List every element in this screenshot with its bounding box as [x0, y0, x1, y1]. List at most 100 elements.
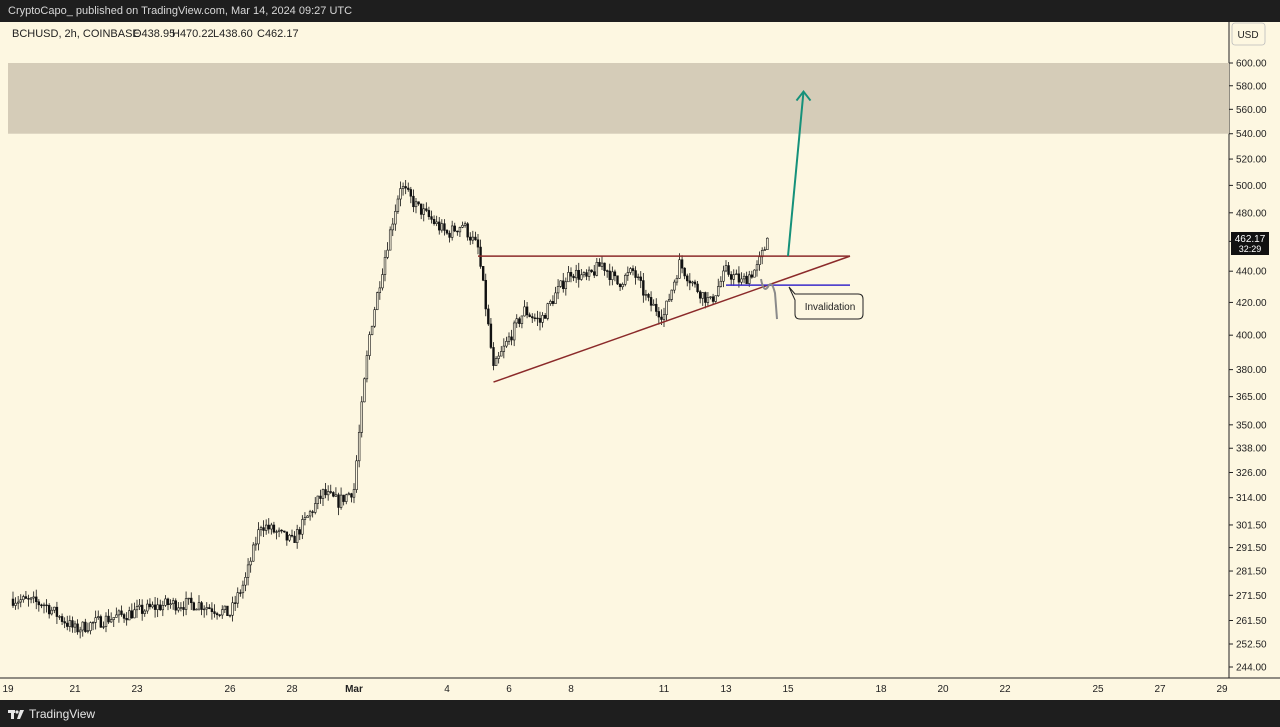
candle-body	[71, 620, 74, 628]
candle-body	[755, 264, 759, 271]
date-tick-label: 23	[131, 684, 143, 695]
date-tick-label: 27	[1154, 684, 1166, 695]
candle-body	[122, 614, 126, 619]
candle-body	[262, 527, 265, 531]
date-tick-label: 20	[937, 684, 949, 695]
candle-body	[750, 274, 754, 278]
currency-button[interactable]	[1231, 22, 1266, 46]
candle-body	[257, 529, 260, 545]
candle-body	[280, 529, 283, 532]
candle-body	[226, 605, 229, 616]
candle-body	[766, 237, 769, 250]
price-chart[interactable]: BCHUSD, 2h, COINBASE O438.95 H470.22 L43…	[0, 22, 1280, 700]
candle-body	[450, 225, 454, 238]
candle-body	[143, 610, 146, 614]
candle-body	[334, 494, 338, 497]
candle-body	[680, 259, 684, 269]
candle-body	[342, 494, 345, 502]
candle-body	[476, 239, 480, 248]
candle-body	[128, 610, 131, 621]
candle-body	[63, 621, 66, 624]
candle-body	[383, 257, 387, 275]
date-tick-label: 15	[782, 684, 794, 695]
candle-body	[600, 262, 604, 267]
candle-body	[608, 270, 611, 281]
candle-body	[112, 617, 115, 620]
candle-body	[29, 597, 33, 600]
candle-body	[742, 275, 746, 280]
candle-body	[414, 201, 418, 208]
candle-body	[55, 606, 59, 617]
candle-body	[613, 271, 617, 277]
candle-body	[73, 623, 77, 628]
candle-body	[611, 271, 614, 281]
invalidation-callout[interactable]	[788, 286, 864, 320]
candle-body	[696, 283, 699, 293]
candle-body	[443, 223, 446, 231]
candle-body	[81, 621, 84, 631]
date-tick-label: 4	[444, 684, 450, 695]
candle-body	[368, 334, 371, 356]
published-text: CryptoCapo_ published on TradingView.com…	[8, 5, 353, 17]
date-tick-label: 22	[999, 684, 1011, 695]
candle-body	[138, 604, 141, 607]
ohlc-close: C462.17	[257, 28, 299, 40]
candle-body	[740, 278, 743, 283]
candle-body	[146, 603, 149, 612]
symbol-name[interactable]: BCHUSD, 2h, COINBASE	[12, 28, 140, 40]
candle-body	[391, 223, 394, 231]
candle-body	[378, 287, 382, 293]
resistance-zone[interactable]	[8, 63, 1229, 134]
candle-body	[153, 604, 157, 610]
candle-body	[272, 524, 276, 533]
candle-body	[644, 294, 648, 296]
candlesticks[interactable]	[11, 179, 769, 639]
candle-body	[35, 596, 38, 603]
price-axis[interactable]	[1229, 22, 1280, 678]
price-tick-label: 420.00	[1236, 298, 1267, 309]
time-axis[interactable]	[0, 678, 1280, 700]
candle-body	[665, 300, 668, 316]
candle-body	[404, 186, 407, 189]
retest-path[interactable]	[760, 278, 778, 320]
candle-body	[107, 615, 110, 623]
candle-body	[115, 614, 118, 618]
candle-body	[104, 615, 108, 627]
candle-body	[388, 229, 392, 251]
target-arrow[interactable]	[787, 91, 805, 257]
candle-body	[660, 316, 663, 320]
candle-body	[655, 303, 658, 312]
current-price-tag	[1231, 232, 1269, 255]
ascending-support-line[interactable]	[493, 255, 851, 383]
candle-body	[675, 277, 679, 283]
candle-body	[195, 608, 198, 611]
candle-body	[466, 223, 469, 238]
candle-body	[140, 604, 144, 614]
candle-body	[99, 616, 103, 628]
candle-body	[419, 203, 423, 215]
candle-body	[448, 232, 451, 238]
candle-body	[352, 489, 356, 498]
candle-body	[135, 606, 139, 611]
candle-body	[494, 358, 498, 366]
ohlc-low: L438.60	[213, 28, 253, 40]
candle-body	[417, 201, 420, 205]
candle-body	[719, 280, 723, 287]
candle-body	[249, 560, 252, 566]
candle-body	[285, 531, 289, 541]
candle-body	[102, 626, 105, 628]
candle-body	[295, 529, 299, 543]
candle-body	[489, 323, 493, 348]
candle-body	[301, 519, 304, 535]
candle-body	[373, 309, 376, 327]
candle-body	[520, 315, 524, 324]
price-tick-label: 380.00	[1236, 365, 1267, 376]
candle-body	[213, 611, 216, 614]
price-tick-label: 281.50	[1236, 567, 1267, 578]
price-tick-label: 271.50	[1236, 591, 1267, 602]
candle-body	[200, 602, 203, 610]
candle-body	[60, 616, 64, 622]
candle-body	[159, 604, 162, 611]
candle-body	[432, 219, 436, 224]
price-tick-label: 326.00	[1236, 468, 1267, 479]
